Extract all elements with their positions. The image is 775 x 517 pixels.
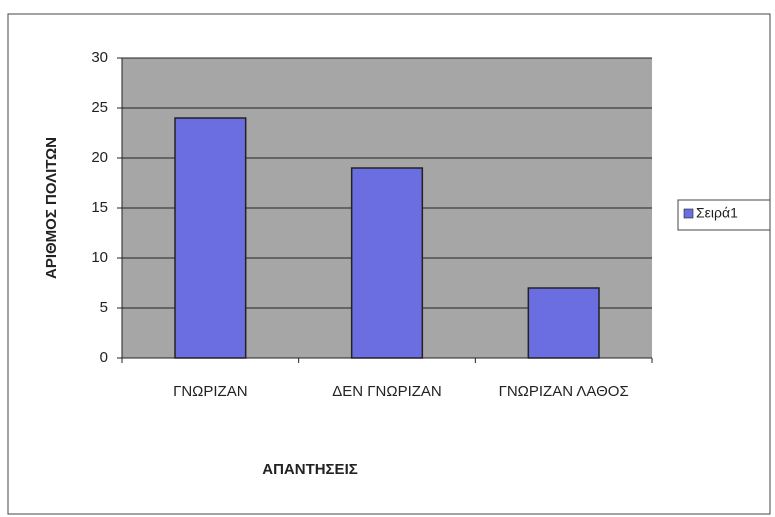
legend-box — [677, 199, 771, 231]
y-tick-label: 20 — [91, 149, 108, 166]
y-tick-label: 15 — [91, 199, 108, 216]
y-tick-label: 0 — [100, 349, 108, 366]
x-axis-title: ΑΠΑΝΤΗΣΕΙΣ — [262, 461, 358, 478]
legend-swatch — [683, 208, 694, 219]
bar — [350, 167, 424, 359]
x-tick-label: ΔΕΝ ΓΝΩΡΙΖΑΝ — [332, 383, 442, 400]
y-tick-label: 25 — [91, 99, 108, 116]
x-tick-label: ΓΝΩΡΙΖΑΝ — [173, 383, 248, 400]
y-tick-label: 10 — [91, 249, 108, 266]
bar — [174, 117, 247, 359]
legend-label: Σειρά1 — [696, 205, 738, 221]
x-tick-label: ΓΝΩΡΙΖΑΝ ΛΑΘΟΣ — [498, 383, 629, 400]
y-tick-label: 30 — [91, 49, 108, 66]
bar — [527, 287, 600, 359]
y-axis-title: ΑΡΙΘΜΟΣ ΠΟΛΙΤΩΝ — [43, 137, 60, 279]
chart-border — [7, 13, 771, 515]
y-tick-label: 5 — [100, 299, 108, 316]
